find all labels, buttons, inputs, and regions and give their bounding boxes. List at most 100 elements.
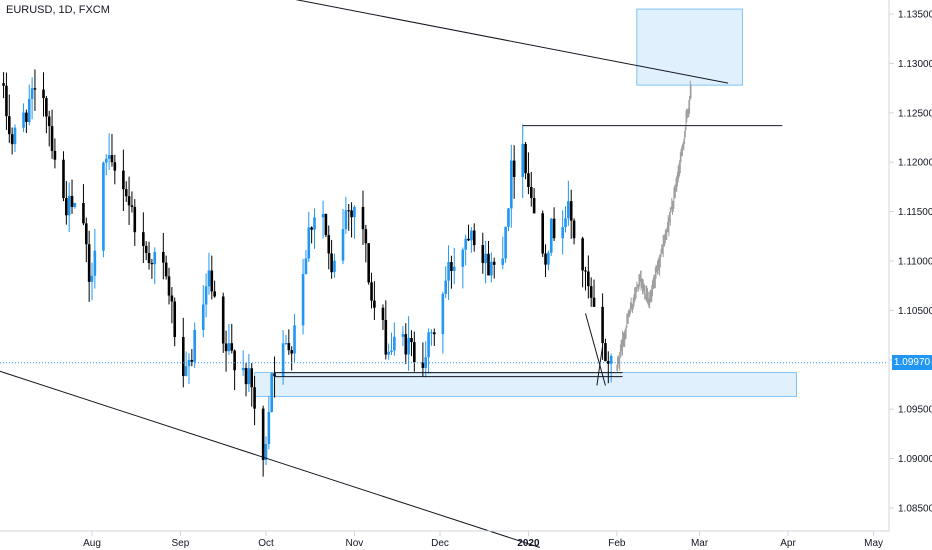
candle-body <box>367 243 370 283</box>
time-axis[interactable]: Aug Sep Oct Nov Dec 2020 Feb Mar Apr May <box>83 531 883 549</box>
candle-body <box>492 261 496 265</box>
price-tick-label: 1.08500 <box>898 504 932 515</box>
candle-body <box>604 343 607 362</box>
candle-body <box>521 143 525 177</box>
candle-body <box>227 343 231 352</box>
candle-body <box>572 220 576 239</box>
trend-line-6[interactable] <box>584 313 606 386</box>
candle-body <box>584 270 587 272</box>
candle-body <box>213 291 216 297</box>
candle-body <box>569 201 573 221</box>
candle-body <box>321 213 325 218</box>
candle-body <box>264 444 268 460</box>
candle-body <box>393 336 396 351</box>
candle-body <box>407 337 410 355</box>
candle-body <box>484 253 487 263</box>
candle-body <box>561 227 564 239</box>
candle-body <box>133 206 137 233</box>
candle-body <box>413 342 416 363</box>
candle-body <box>102 162 105 251</box>
candle-body <box>347 210 351 212</box>
time-tick-label: Dec <box>431 538 449 549</box>
candle-body <box>432 332 436 335</box>
candle-body <box>10 134 14 145</box>
candle-body <box>67 195 71 216</box>
candle-body <box>564 218 567 228</box>
candle-body <box>170 295 174 302</box>
candle-body <box>532 197 536 214</box>
candle-body <box>307 227 311 259</box>
candle-body <box>341 229 345 261</box>
candle-body <box>481 245 485 263</box>
candle-body <box>327 235 331 254</box>
candle-body <box>22 112 25 128</box>
candle-body <box>127 196 131 206</box>
trend-line-7[interactable] <box>596 345 604 386</box>
candle-body <box>507 208 510 227</box>
candle-body <box>144 245 148 254</box>
candle-body <box>247 368 251 385</box>
candle-body <box>364 229 368 244</box>
candle-body <box>527 173 530 188</box>
candle-body <box>589 286 593 298</box>
candle-body <box>384 319 388 355</box>
projection-candles <box>616 80 692 372</box>
candle-body <box>541 213 544 254</box>
candle-body <box>230 343 234 351</box>
time-tick-label: Mar <box>691 538 709 549</box>
price-tick-label: 1.13500 <box>898 10 932 21</box>
price-axis[interactable]: 1.13500 1.13000 1.12500 1.12000 1.11500 1.110… <box>889 10 932 515</box>
candle-body <box>104 158 108 163</box>
candle-body <box>5 85 8 117</box>
candle-body <box>424 357 428 368</box>
candle-body <box>207 270 211 287</box>
candle-body <box>181 337 185 376</box>
candle-body <box>147 253 151 264</box>
candle-body <box>270 373 274 412</box>
candle-body <box>350 210 353 218</box>
zone-box-1[interactable] <box>636 8 743 86</box>
candle-body <box>62 159 65 199</box>
candle-body <box>293 325 296 354</box>
candle-body <box>452 266 456 272</box>
current-price-badge: 1.09970 <box>892 355 932 371</box>
candle-body <box>33 88 37 90</box>
candle-body <box>162 252 165 263</box>
candle-body <box>421 362 425 368</box>
candle-body <box>90 275 94 282</box>
candle-body <box>25 112 28 123</box>
candle-body <box>330 253 333 273</box>
candle-body <box>87 244 91 282</box>
candle-body <box>273 373 276 377</box>
candle-body <box>42 89 45 99</box>
candle-body <box>233 350 236 371</box>
candle-body <box>404 334 408 355</box>
candle-body <box>50 126 54 151</box>
candle-body <box>370 282 373 301</box>
candle-body <box>487 253 490 276</box>
candle-body <box>310 227 313 230</box>
candle-body <box>290 350 293 354</box>
price-tick-label: 1.10500 <box>898 306 932 317</box>
candle-body <box>304 258 308 274</box>
trend-line-2[interactable] <box>0 370 540 548</box>
candle-body <box>512 160 516 177</box>
candle-body <box>142 232 145 246</box>
candle-body <box>461 249 465 267</box>
candle-body <box>387 351 390 355</box>
time-tick-label: Oct <box>258 538 274 549</box>
candle-body <box>510 160 513 209</box>
candle-body <box>464 238 467 250</box>
candle-body <box>284 343 288 345</box>
candle-body <box>73 202 77 207</box>
candle-body <box>150 263 154 265</box>
candle-body <box>201 304 205 330</box>
candle-body <box>193 329 196 362</box>
price-tick-label: 1.13000 <box>898 59 932 70</box>
candle-body <box>390 350 393 352</box>
candle-body <box>450 262 453 272</box>
time-tick-label: Nov <box>346 538 364 549</box>
trend-line-1[interactable] <box>115 0 729 84</box>
candle-body <box>253 387 256 409</box>
